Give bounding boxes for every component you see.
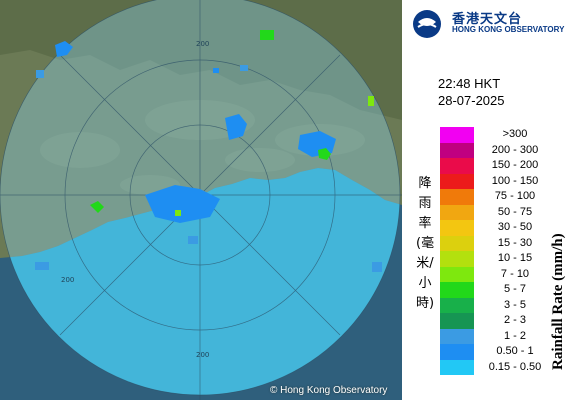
legend-row: 50 - 75 <box>440 204 570 220</box>
legend-swatch <box>440 189 474 205</box>
legend-title-cn: 降雨率(毫米/小時) <box>416 176 435 311</box>
legend-label: 1 - 2 <box>503 329 526 342</box>
legend-row: >300 <box>440 127 570 143</box>
legend-label: 15 - 30 <box>497 236 533 249</box>
legend-row: 0.50 - 1 <box>440 344 570 360</box>
logo-name-en: HONG KONG OBSERVATORY <box>452 25 565 34</box>
legend-swatch <box>440 204 474 220</box>
legend-row: 2 - 3 <box>440 313 570 329</box>
observation-date: 28-07-2025 <box>438 93 505 108</box>
rainfall-rate-legend: >300 200 - 300 150 - 200 100 - 150 75 - 100 5… <box>440 127 570 375</box>
legend-label: 7 - 10 <box>500 267 530 280</box>
legend-swatch <box>440 266 474 282</box>
radar-map-canvas: 200 200 200 <box>0 0 402 400</box>
copyright-credit: © Hong Kong Observatory <box>270 385 388 396</box>
legend-row: 3 - 5 <box>440 297 570 313</box>
legend-row: 5 - 7 <box>440 282 570 298</box>
legend-label: 100 - 150 <box>491 174 539 187</box>
legend-row: 30 - 50 <box>440 220 570 236</box>
info-panel <box>402 0 577 400</box>
legend-swatch <box>440 344 474 360</box>
legend-swatch <box>440 158 474 174</box>
legend-label: 200 - 300 <box>491 143 539 156</box>
legend-swatch <box>440 251 474 267</box>
legend-label: 5 - 7 <box>503 283 526 295</box>
legend-row: 75 - 100 <box>440 189 570 205</box>
range-ring-label: 200 <box>196 40 209 48</box>
legend-label: 75 - 100 <box>494 190 536 202</box>
legend-row: 7 - 10 <box>440 266 570 282</box>
observation-time: 22:48 HKT <box>438 76 501 91</box>
legend-swatch <box>440 220 474 236</box>
legend-swatch <box>440 127 474 143</box>
legend-swatch <box>440 359 474 375</box>
legend-swatch <box>440 235 474 251</box>
legend-row: 15 - 30 <box>440 235 570 251</box>
legend-row: 200 - 300 <box>440 142 570 158</box>
radar-map[interactable]: 200 200 200 © Hong Kong Observatory <box>0 0 402 400</box>
legend-row: 1 - 2 <box>440 328 570 344</box>
legend-row: 10 - 15 <box>440 251 570 267</box>
legend-label: 150 - 200 <box>491 159 539 171</box>
legend-swatch <box>440 297 474 313</box>
rainfall-area <box>0 168 400 395</box>
hko-logo-icon <box>413 10 441 38</box>
legend-label: 3 - 5 <box>503 298 526 311</box>
range-ring-label: 200 <box>61 276 74 284</box>
legend-label: 10 - 15 <box>497 252 533 264</box>
legend-swatch <box>440 282 474 298</box>
legend-label: 0.15 - 0.50 <box>488 360 542 373</box>
legend-label: 2 - 3 <box>503 314 526 326</box>
legend-swatch <box>440 142 474 158</box>
legend-swatch <box>440 173 474 189</box>
legend-row: 100 - 150 <box>440 173 570 189</box>
logo-name-cn: 香港天文台 <box>452 12 523 27</box>
legend-row: 150 - 200 <box>440 158 570 174</box>
legend-label: 30 - 50 <box>497 221 533 233</box>
legend-label: 50 - 75 <box>497 205 533 218</box>
legend-swatch <box>440 328 474 344</box>
legend-label: >300 <box>502 128 528 140</box>
range-ring-labels: 200 200 200 <box>61 40 209 359</box>
legend-row: 0.15 - 0.50 <box>440 359 570 375</box>
legend-label: 0.50 - 1 <box>496 345 534 357</box>
range-ring-label: 200 <box>196 351 209 359</box>
legend-swatch <box>440 313 474 329</box>
rain-echoes <box>35 30 382 272</box>
